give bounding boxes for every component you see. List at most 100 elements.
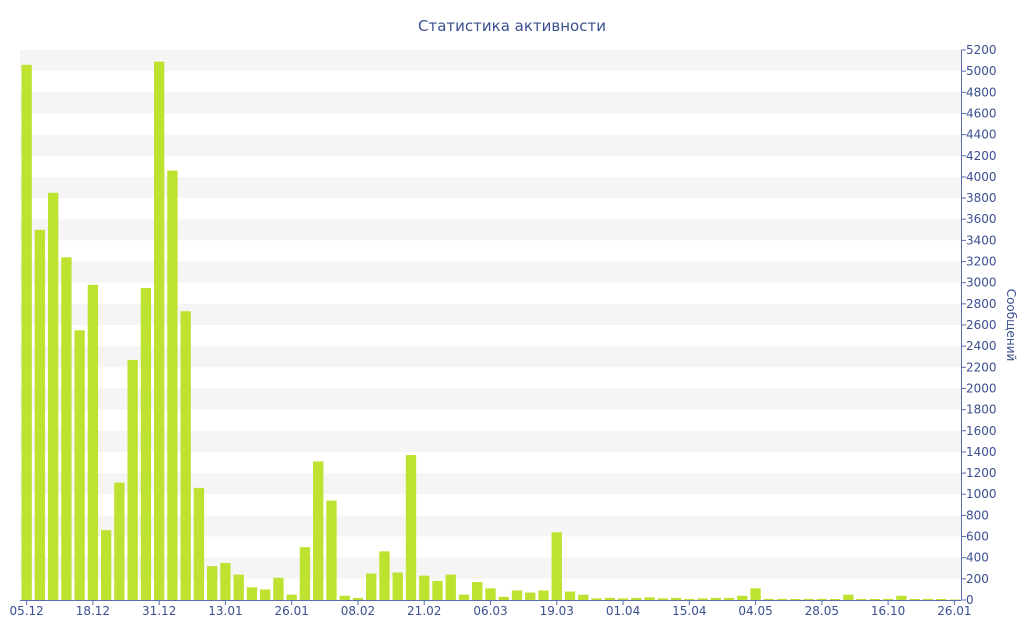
bar	[273, 577, 284, 600]
bar	[352, 597, 364, 600]
y-tick-label: 3600	[966, 212, 997, 226]
bar	[909, 598, 920, 600]
bar	[843, 594, 854, 600]
bar	[935, 598, 947, 600]
bar	[485, 588, 496, 600]
x-tick-label: 28.05	[805, 604, 839, 618]
bar	[246, 587, 258, 600]
chart-title: Статистика активности	[418, 17, 606, 35]
grid-band	[20, 92, 961, 114]
bar	[445, 574, 456, 600]
bar	[21, 64, 32, 601]
y-tick-label: 4800	[966, 85, 997, 99]
bar	[578, 594, 589, 600]
bar	[153, 61, 165, 600]
bar	[220, 562, 231, 600]
x-tick-label: 21.02	[407, 604, 441, 618]
bar	[882, 598, 894, 600]
grid-band	[20, 50, 961, 72]
grid-band	[20, 176, 961, 199]
y-tick-label: 1400	[966, 445, 997, 459]
x-tick-label: 08.02	[341, 604, 375, 618]
grid-band	[20, 557, 961, 579]
bar	[816, 598, 828, 600]
bar	[617, 598, 629, 600]
bar	[763, 598, 774, 600]
x-tick-label: 19.03	[540, 604, 574, 618]
y-tick-label: 2800	[966, 297, 997, 311]
x-tick-label: 16.10	[871, 604, 905, 618]
y-tick-label: 3400	[966, 233, 997, 247]
bar	[366, 573, 377, 600]
bar	[339, 595, 350, 600]
x-tick-label: 13.01	[208, 604, 242, 618]
bar	[949, 599, 960, 600]
grid-band	[20, 430, 961, 452]
y-tick-label: 4200	[966, 149, 997, 163]
y-tick-label: 0	[966, 593, 974, 607]
y-tick-label: 3000	[966, 276, 997, 290]
bar	[604, 597, 615, 600]
bar	[790, 598, 801, 600]
bar	[193, 487, 205, 600]
x-tick-label: 26.01	[937, 604, 971, 618]
bar	[737, 595, 748, 600]
bar	[47, 192, 59, 601]
bar	[511, 590, 523, 600]
bar	[564, 591, 576, 600]
x-tick-label: 26.01	[275, 604, 309, 618]
bar	[525, 592, 536, 600]
bar	[723, 597, 735, 600]
y-tick-label: 200	[966, 572, 989, 586]
bar	[392, 572, 403, 600]
x-tick-label: 06.03	[473, 604, 507, 618]
bar	[74, 330, 85, 600]
bar	[180, 311, 191, 600]
bar	[61, 257, 72, 600]
bar	[326, 500, 337, 600]
y-tick-label: 3200	[966, 255, 997, 269]
y-axis-label: Сообщений	[1004, 289, 1018, 362]
x-tick-label: 01.04	[606, 604, 640, 618]
y-tick-label: 400	[966, 551, 989, 565]
x-tick-label: 04.05	[738, 604, 772, 618]
bar	[670, 597, 682, 600]
y-tick-label: 1200	[966, 466, 997, 480]
bar	[710, 597, 721, 600]
grid-band	[20, 515, 961, 537]
bar	[896, 595, 907, 600]
bar	[458, 594, 470, 600]
y-tick-label: 800	[966, 508, 989, 522]
y-tick-label: 4400	[966, 128, 997, 142]
y-tick-label: 4600	[966, 106, 997, 120]
bar	[776, 598, 788, 600]
bar	[114, 482, 125, 600]
y-tick-label: 1600	[966, 424, 997, 438]
bar	[803, 598, 814, 600]
x-tick-label: 15.04	[672, 604, 706, 618]
y-tick-label: 3800	[966, 191, 997, 205]
bar	[313, 461, 324, 600]
bar	[472, 582, 483, 600]
y-tick-label: 600	[966, 530, 989, 544]
bar	[856, 598, 867, 600]
grid-band	[20, 473, 961, 495]
bar	[551, 532, 562, 600]
grid-band	[20, 388, 961, 410]
grid-band	[20, 303, 961, 325]
y-tick-label: 1800	[966, 403, 997, 417]
bar	[127, 359, 138, 600]
bar	[631, 597, 642, 600]
y-tick-label: 2200	[966, 360, 997, 374]
bar	[644, 597, 655, 600]
bar	[207, 566, 218, 600]
grid-band	[20, 346, 961, 368]
bar	[167, 170, 178, 601]
bar	[697, 598, 708, 600]
bar	[922, 598, 934, 600]
bar	[750, 588, 761, 600]
y-tick-label: 2600	[966, 318, 997, 332]
bar	[379, 551, 390, 600]
bar	[34, 229, 46, 601]
